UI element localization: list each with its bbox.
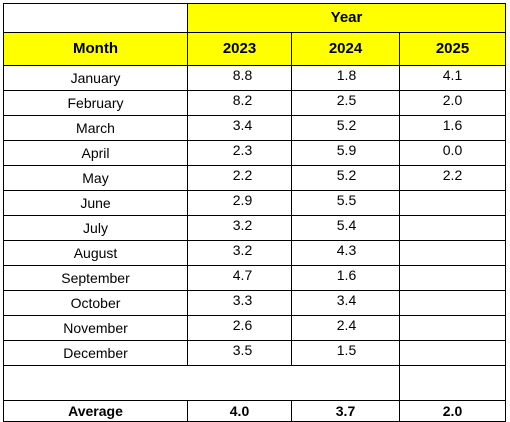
- month-cell: April: [3, 140, 188, 166]
- value-2024-cell: 2.4: [291, 315, 400, 341]
- month-cell: December: [3, 340, 188, 366]
- value-2024-cell: 5.2: [291, 115, 400, 141]
- spacer-cell-2025: [399, 365, 506, 401]
- year-2024-header: 2024: [291, 32, 400, 66]
- corner-cell: [3, 3, 188, 33]
- value-2025-cell: 1.6: [399, 115, 506, 141]
- month-cell: November: [3, 315, 188, 341]
- value-2025-cell: [399, 190, 506, 216]
- value-2025-cell: 2.0: [399, 90, 506, 116]
- month-cell: January: [3, 65, 188, 91]
- value-2025-cell: 2.2: [399, 165, 506, 191]
- value-2025-cell: 4.1: [399, 65, 506, 91]
- table-row: April 2.3 5.9 0.0: [3, 140, 506, 166]
- month-cell: June: [3, 190, 188, 216]
- table-row: September 4.7 1.6: [3, 265, 506, 291]
- average-2025: 2.0: [399, 400, 506, 422]
- average-label: Average: [3, 400, 188, 422]
- value-2023-cell: 4.7: [187, 265, 292, 291]
- spacer-row: [3, 365, 506, 401]
- value-2023-cell: 2.2: [187, 165, 292, 191]
- month-cell: March: [3, 115, 188, 141]
- value-2025-cell: [399, 240, 506, 266]
- value-2025-cell: [399, 340, 506, 366]
- table-row: January 8.8 1.8 4.1: [3, 65, 506, 91]
- table-row: August 3.2 4.3: [3, 240, 506, 266]
- value-2025-cell: [399, 215, 506, 241]
- value-2024-cell: 3.4: [291, 290, 400, 316]
- value-2023-cell: 2.9: [187, 190, 292, 216]
- month-cell: July: [3, 215, 188, 241]
- value-2024-cell: 1.6: [291, 265, 400, 291]
- column-header-row: Month 2023 2024 2025: [3, 32, 506, 66]
- group-header-row: Year: [3, 3, 506, 33]
- value-2025-cell: [399, 315, 506, 341]
- table-row: June 2.9 5.5: [3, 190, 506, 216]
- value-2023-cell: 3.2: [187, 215, 292, 241]
- table-row: October 3.3 3.4: [3, 290, 506, 316]
- value-2023-cell: 3.5: [187, 340, 292, 366]
- value-2023-cell: 3.2: [187, 240, 292, 266]
- month-cell: May: [3, 165, 188, 191]
- monthly-values-table: Year Month 2023 2024 2025 January 8.8 1.8 4…: [3, 3, 506, 422]
- table-row: November 2.6 2.4: [3, 315, 506, 341]
- month-cell: February: [3, 90, 188, 116]
- value-2025-cell: [399, 265, 506, 291]
- value-2024-cell: 5.9: [291, 140, 400, 166]
- year-2023-header: 2023: [187, 32, 292, 66]
- value-2025-cell: [399, 290, 506, 316]
- average-2024: 3.7: [291, 400, 400, 422]
- average-row: Average 4.0 3.7 2.0: [3, 400, 506, 422]
- month-cell: August: [3, 240, 188, 266]
- spacer-cell: [3, 365, 400, 401]
- value-2023-cell: 2.6: [187, 315, 292, 341]
- table-row: March 3.4 5.2 1.6: [3, 115, 506, 141]
- value-2024-cell: 1.5: [291, 340, 400, 366]
- value-2024-cell: 5.5: [291, 190, 400, 216]
- month-column-header: Month: [3, 32, 188, 66]
- value-2023-cell: 3.3: [187, 290, 292, 316]
- value-2024-cell: 5.4: [291, 215, 400, 241]
- table-row: July 3.2 5.4: [3, 215, 506, 241]
- month-cell: October: [3, 290, 188, 316]
- value-2023-cell: 8.2: [187, 90, 292, 116]
- value-2023-cell: 2.3: [187, 140, 292, 166]
- value-2024-cell: 4.3: [291, 240, 400, 266]
- value-2025-cell: 0.0: [399, 140, 506, 166]
- table-row: February 8.2 2.5 2.0: [3, 90, 506, 116]
- year-group-header: Year: [187, 3, 506, 33]
- average-2023: 4.0: [187, 400, 292, 422]
- value-2023-cell: 3.4: [187, 115, 292, 141]
- month-cell: September: [3, 265, 188, 291]
- year-2025-header: 2025: [399, 32, 506, 66]
- value-2023-cell: 8.8: [187, 65, 292, 91]
- value-2024-cell: 2.5: [291, 90, 400, 116]
- table-row: May 2.2 5.2 2.2: [3, 165, 506, 191]
- value-2024-cell: 1.8: [291, 65, 400, 91]
- value-2024-cell: 5.2: [291, 165, 400, 191]
- table-row: December 3.5 1.5: [3, 340, 506, 366]
